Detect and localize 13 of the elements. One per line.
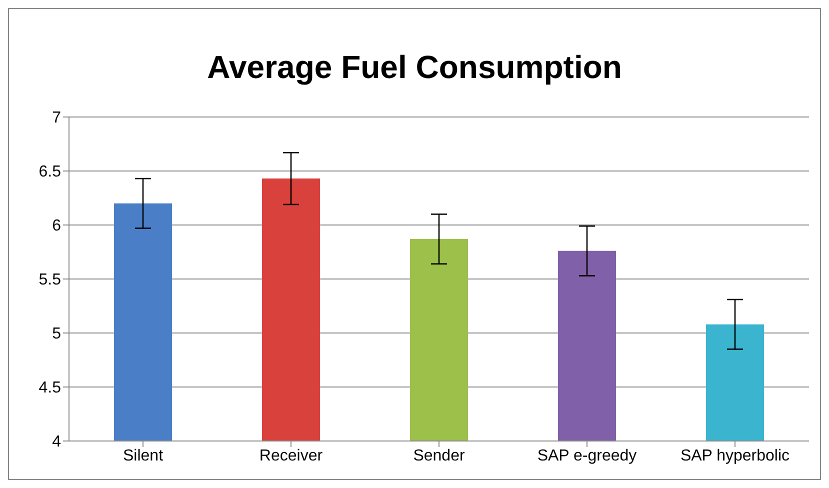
y-tick-label: 5.5: [38, 272, 62, 289]
y-tick-label: 5: [52, 326, 62, 343]
x-tick-label: Silent: [122, 447, 164, 464]
y-tick-label: 4.5: [38, 380, 62, 397]
y-tick-label: 7: [52, 110, 62, 127]
x-tick-label: Sender: [413, 447, 466, 464]
chart-title: Average Fuel Consumption: [206, 49, 623, 86]
x-tick-label: SAP e-greedy: [537, 447, 637, 464]
y-tick-label: 6: [52, 218, 62, 235]
y-tick-label: 4: [52, 434, 62, 451]
y-tick-label: 6.5: [38, 164, 62, 181]
x-tick-label: Receiver: [259, 447, 324, 464]
x-tick-label: SAP hyperbolic: [680, 447, 790, 464]
